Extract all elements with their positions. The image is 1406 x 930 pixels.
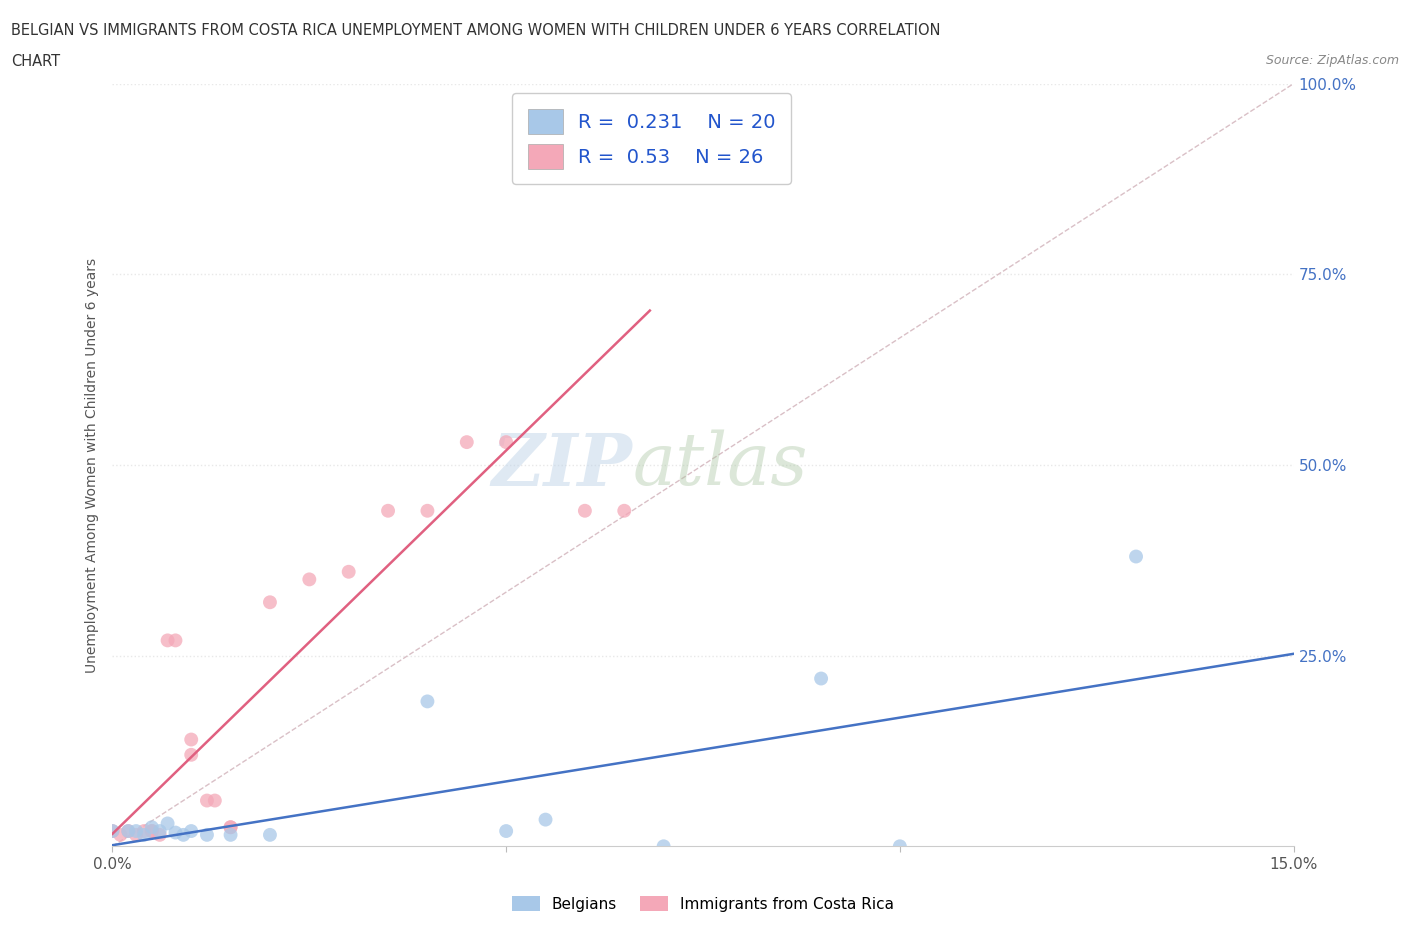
Point bbox=[125, 824, 148, 839]
Text: Source: ZipAtlas.com: Source: ZipAtlas.com bbox=[1265, 54, 1399, 67]
Point bbox=[534, 812, 557, 827]
Point bbox=[219, 820, 242, 835]
Point bbox=[889, 839, 911, 854]
Point bbox=[117, 824, 139, 839]
Point bbox=[149, 828, 172, 843]
Point bbox=[149, 824, 172, 839]
Point bbox=[165, 825, 187, 840]
Point bbox=[125, 828, 148, 843]
Point bbox=[219, 828, 242, 843]
Point bbox=[298, 572, 321, 587]
Point bbox=[156, 633, 179, 648]
Point bbox=[534, 153, 557, 167]
Point bbox=[456, 434, 478, 449]
Y-axis label: Unemployment Among Women with Children Under 6 years: Unemployment Among Women with Children U… bbox=[86, 258, 100, 672]
Point bbox=[195, 793, 218, 808]
Point bbox=[172, 828, 194, 843]
Point bbox=[156, 816, 179, 830]
Point bbox=[337, 565, 360, 579]
Point bbox=[1125, 549, 1147, 564]
Point bbox=[613, 503, 636, 518]
Point bbox=[652, 839, 675, 854]
Point bbox=[195, 828, 218, 843]
Point bbox=[377, 503, 399, 518]
Point bbox=[495, 824, 517, 839]
Point bbox=[180, 732, 202, 747]
Point bbox=[101, 824, 124, 839]
Point bbox=[180, 824, 202, 839]
Point bbox=[204, 793, 226, 808]
Point bbox=[810, 671, 832, 686]
Text: ZIP: ZIP bbox=[491, 430, 633, 500]
Point bbox=[495, 434, 517, 449]
Point bbox=[117, 824, 139, 839]
Point bbox=[141, 824, 163, 839]
Point bbox=[416, 503, 439, 518]
Point bbox=[259, 828, 281, 843]
Point bbox=[180, 748, 202, 763]
Point bbox=[141, 820, 163, 835]
Point bbox=[416, 694, 439, 709]
Point bbox=[165, 633, 187, 648]
Text: atlas: atlas bbox=[633, 430, 807, 500]
Text: BELGIAN VS IMMIGRANTS FROM COSTA RICA UNEMPLOYMENT AMONG WOMEN WITH CHILDREN UND: BELGIAN VS IMMIGRANTS FROM COSTA RICA UN… bbox=[11, 23, 941, 38]
Point bbox=[219, 820, 242, 835]
Legend: R =  0.231    N = 20, R =  0.53    N = 26: R = 0.231 N = 20, R = 0.53 N = 26 bbox=[512, 93, 792, 184]
Point bbox=[259, 595, 281, 610]
Point bbox=[110, 828, 132, 843]
Point bbox=[132, 824, 155, 839]
Text: CHART: CHART bbox=[11, 54, 60, 69]
Point bbox=[132, 828, 155, 843]
Point bbox=[141, 824, 163, 839]
Point bbox=[101, 824, 124, 839]
Point bbox=[574, 503, 596, 518]
Legend: Belgians, Immigrants from Costa Rica: Belgians, Immigrants from Costa Rica bbox=[506, 889, 900, 918]
